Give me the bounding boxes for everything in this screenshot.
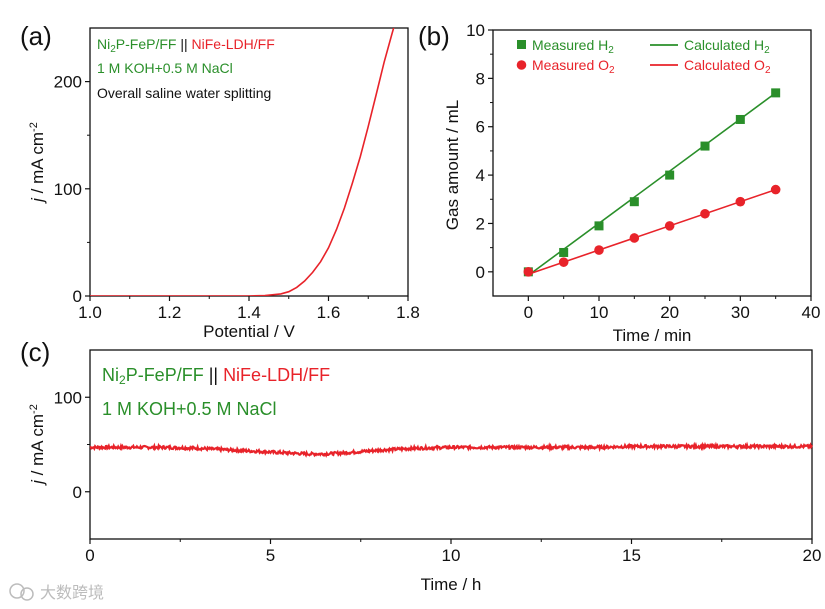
watermark: 大数跨境 — [9, 583, 104, 602]
point-measured-h2 — [735, 114, 745, 124]
c-x-tick-label: 10 — [442, 546, 461, 565]
a-x-tick-label: 1.2 — [158, 303, 182, 322]
panel-c-y-ticks: 0 100 — [54, 388, 90, 502]
panel-a-y-axis-title: j / mA cm-2 — [28, 122, 47, 204]
point-measured-h2 — [629, 197, 639, 207]
panel-a-x-ticks: 1.0 1.2 1.4 1.6 1.8 — [78, 296, 420, 322]
b-x-tick-label: 30 — [731, 303, 750, 322]
a-x-tick-label: 1.0 — [78, 303, 102, 322]
b-y-tick-label: 2 — [476, 214, 485, 233]
b-x-tick-label: 10 — [590, 303, 609, 322]
point-measured-h2 — [665, 170, 675, 180]
a-y-tick-label: 0 — [73, 287, 82, 306]
panel-a-description-label: Overall saline water splitting — [97, 85, 271, 101]
panel-c-electrode-label: Ni2P-FeP/FF || NiFe-LDH/FF — [102, 365, 330, 387]
point-measured-h2 — [594, 221, 604, 231]
watermark-text: 大数跨境 — [40, 583, 104, 602]
panel-a-jv-curve: (a) 1.0 1.2 1.4 1.6 1.8 0 100 200 Potential / … — [20, 21, 420, 341]
point-measured-o2 — [594, 245, 604, 255]
legend-measured-o2-label: Measured O2 — [532, 57, 615, 76]
a-x-tick-label: 1.8 — [396, 303, 420, 322]
panel-a-y-ticks: 0 100 200 — [54, 73, 90, 306]
point-measured-o2 — [629, 233, 640, 243]
c-x-tick-label: 20 — [803, 546, 822, 565]
b-x-tick-label: 20 — [660, 303, 679, 322]
b-y-tick-label: 10 — [466, 21, 485, 40]
point-measured-h2 — [559, 247, 569, 257]
panel-c-series-line — [89, 441, 813, 458]
a-y-tick-label: 200 — [54, 73, 82, 92]
a-x-tick-label: 1.6 — [317, 303, 341, 322]
point-measured-o2 — [700, 208, 710, 219]
panel-b-x-axis-title: Time / min — [613, 326, 692, 345]
point-measured-o2 — [770, 184, 781, 195]
point-measured-o2 — [523, 267, 534, 277]
panel-a-label: (a) — [20, 21, 52, 51]
series-calculated-h2-line — [527, 92, 777, 277]
panel-b-legend: Measured H2 Measured O2 Calculated H2 Ca… — [516, 37, 771, 76]
b-y-tick-label: 4 — [476, 166, 485, 185]
panel-c-y-axis-title: j / mA cm-2 — [28, 404, 47, 486]
legend-calculated-o2-label: Calculated O2 — [684, 57, 771, 76]
panel-b-series — [523, 88, 781, 277]
point-measured-o2 — [558, 257, 569, 267]
wechat-logo-icon — [9, 583, 34, 601]
legend-calculated-h2-label: Calculated H2 — [684, 37, 770, 56]
panel-c-x-ticks: 0 5 10 15 20 — [85, 539, 821, 565]
point-measured-o2 — [664, 221, 675, 231]
b-y-tick-label: 8 — [476, 69, 485, 88]
b-x-tick-label: 40 — [802, 303, 821, 322]
panel-b-label: (b) — [418, 21, 450, 51]
panel-a-electrode-label: Ni2P-FeP/FF || NiFe-LDH/FF — [97, 36, 275, 55]
panel-c-label: (c) — [20, 337, 50, 367]
c-y-tick-label: 100 — [54, 388, 82, 407]
b-y-tick-label: 6 — [476, 118, 485, 137]
series-calculated-o2-line — [528, 188, 776, 275]
panel-a-x-axis-title: Potential / V — [203, 322, 295, 341]
c-x-tick-label: 5 — [266, 546, 275, 565]
panel-b-x-ticks: 0 10 20 30 40 — [524, 296, 821, 322]
point-measured-h2 — [771, 88, 781, 98]
panel-b-y-ticks: 0 2 4 6 8 10 — [466, 21, 493, 282]
panel-b-gas-amount: (b) 0 10 20 30 40 0 2 4 6 8 10 Time / min Gas amo… — [418, 21, 820, 345]
c-x-tick-label: 15 — [622, 546, 641, 565]
panel-b-y-axis-title: Gas amount / mL — [443, 100, 462, 230]
c-x-tick-label: 0 — [85, 546, 94, 565]
b-y-tick-label: 0 — [476, 263, 485, 282]
legend-measured-h2-marker — [517, 40, 526, 49]
panel-a-electrolyte-label: 1 M KOH+0.5 M NaCl — [97, 60, 233, 76]
legend-measured-h2-label: Measured H2 — [532, 37, 614, 56]
panel-c-electrolyte-label: 1 M KOH+0.5 M NaCl — [102, 399, 277, 419]
point-measured-h2 — [700, 141, 710, 151]
panel-b-frame — [492, 29, 812, 297]
b-x-tick-label: 0 — [524, 303, 533, 322]
panel-a-series-line — [90, 28, 395, 296]
panel-c-x-axis-title: Time / h — [421, 575, 482, 594]
panel-c-series — [89, 441, 813, 458]
panel-a-series — [90, 28, 395, 296]
point-measured-o2 — [735, 196, 746, 207]
a-y-tick-label: 100 — [54, 180, 82, 199]
legend-measured-o2-marker — [516, 60, 527, 70]
panel-c-stability: (c) 0 5 10 15 20 0 100 Time / h j / mA cm-2 N… — [20, 337, 821, 594]
c-y-tick-label: 0 — [73, 483, 82, 502]
a-x-tick-label: 1.4 — [237, 303, 261, 322]
